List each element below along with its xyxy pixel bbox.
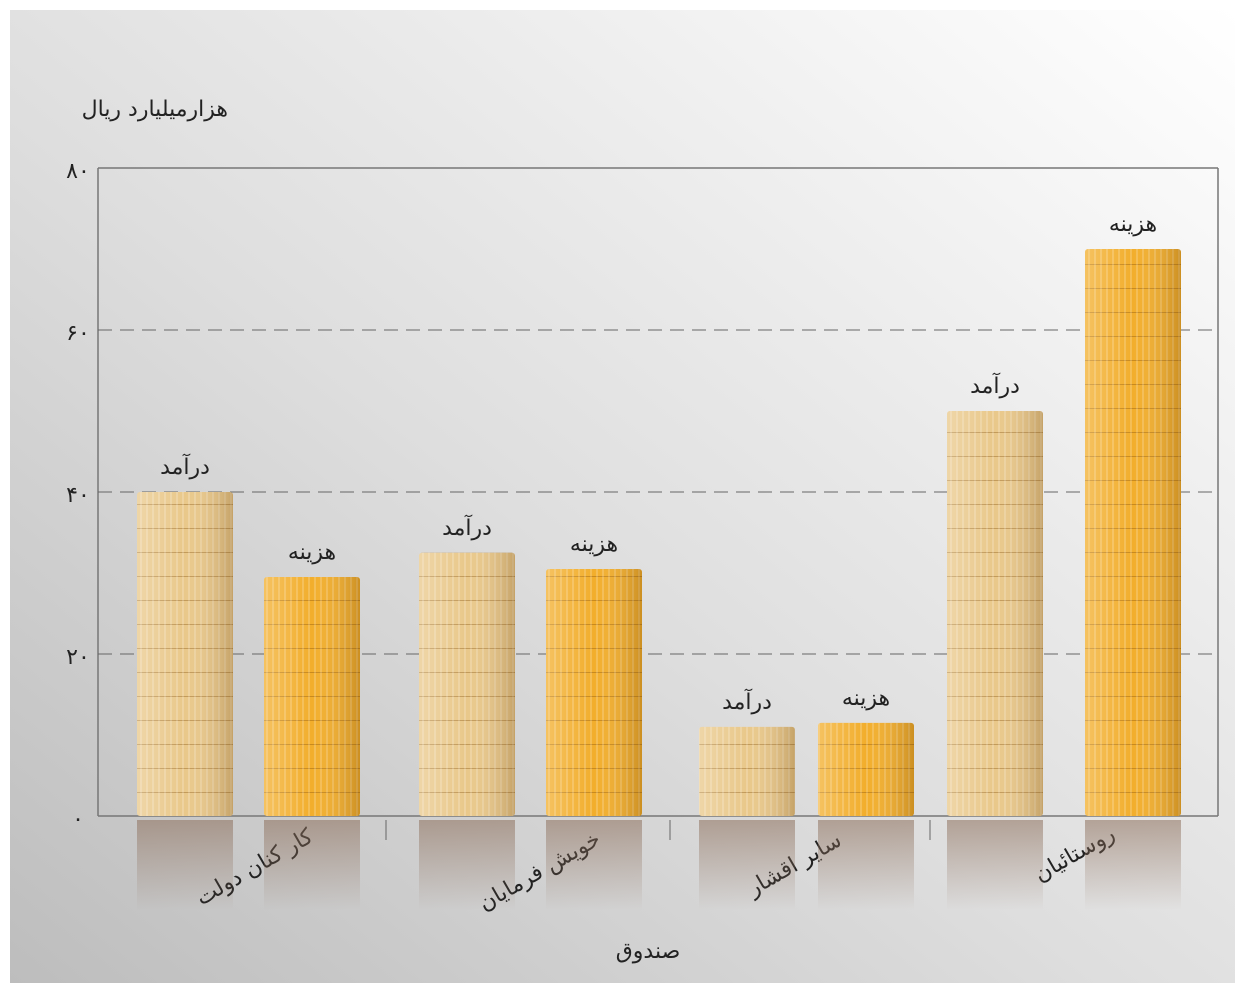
bar-reflection — [818, 820, 914, 910]
series-label: درآمد — [160, 453, 210, 480]
y-tick-label: ۸۰ — [66, 159, 90, 184]
series-label: درآمد — [722, 688, 772, 715]
bar-reflection — [699, 820, 795, 910]
bar-shade — [1085, 249, 1181, 816]
bar-reflection — [419, 820, 515, 910]
bar-shade — [818, 722, 914, 816]
bar-reflection — [947, 820, 1043, 910]
bar-reflection — [546, 820, 642, 910]
y-axis-title: هزارمیلیارد ریال — [82, 97, 228, 122]
y-tick-label: ۴۰ — [66, 483, 90, 508]
series-label: هزینه — [842, 686, 890, 711]
bar-shade — [264, 577, 360, 816]
y-tick-label: ۲۰ — [66, 645, 90, 670]
bar-shade — [947, 411, 1043, 816]
bar-reflection — [1085, 820, 1181, 910]
y-tick-label: ۰ — [72, 807, 84, 832]
bar-shade — [699, 726, 795, 816]
series-label: هزینه — [288, 540, 336, 565]
series-label: درآمد — [970, 372, 1020, 399]
bar-shade — [546, 568, 642, 816]
bar-reflection — [264, 820, 360, 910]
series-label: درآمد — [442, 514, 492, 541]
y-tick-label: ۶۰ — [66, 321, 90, 346]
series-label: هزینه — [570, 532, 618, 557]
series-label: هزینه — [1109, 212, 1157, 237]
bar-reflection — [137, 820, 233, 910]
bar-shade — [419, 552, 515, 816]
bar-shade — [137, 492, 233, 816]
x-axis-title: صندوق — [616, 939, 681, 964]
